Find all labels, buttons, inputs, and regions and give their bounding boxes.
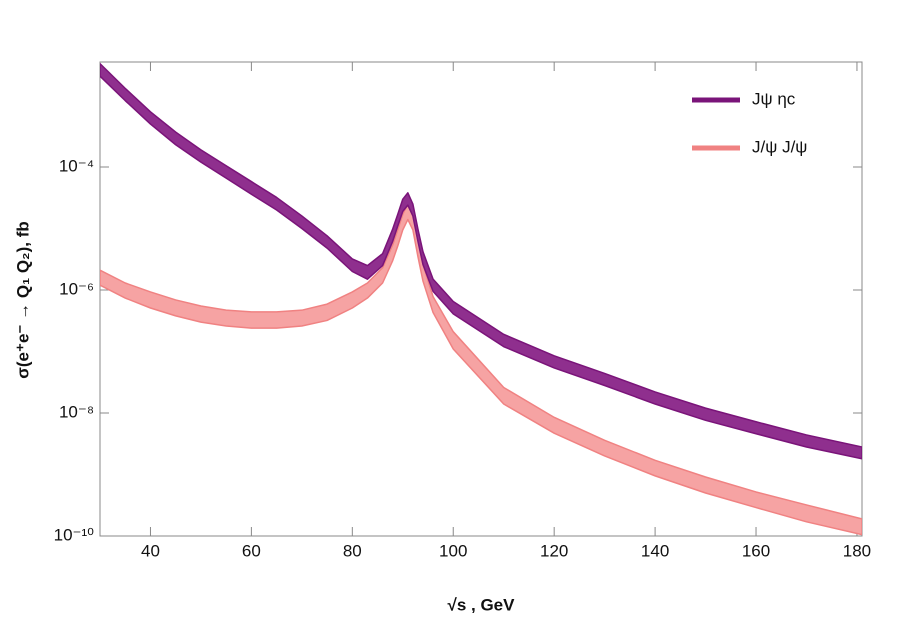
x-axis-title: √s , GeV bbox=[448, 595, 516, 614]
x-tick-label: 140 bbox=[641, 541, 669, 560]
y-axis-title: σ(e⁺e⁻ → Q₁ Q₂), fb bbox=[13, 221, 32, 379]
y-tick-label: 10⁻⁸ bbox=[59, 402, 94, 421]
x-tick-label: 160 bbox=[742, 541, 770, 560]
x-tick-label: 40 bbox=[141, 541, 160, 560]
x-tick-label: 120 bbox=[540, 541, 568, 560]
x-tick-label: 80 bbox=[343, 541, 362, 560]
band bbox=[100, 62, 862, 460]
y-tick-label: 10⁻⁶ bbox=[59, 279, 94, 298]
y-tick-label: 10⁻⁴ bbox=[59, 156, 94, 175]
x-tick-label: 100 bbox=[439, 541, 467, 560]
band bbox=[100, 203, 862, 536]
legend-label: J/ψ J/ψ bbox=[752, 137, 807, 156]
x-tick-label: 60 bbox=[242, 541, 261, 560]
x-tick-label: 180 bbox=[843, 541, 871, 560]
legend-label: Jψ ηc bbox=[752, 89, 796, 108]
plot-frame bbox=[99, 61, 863, 537]
y-tick-label: 10⁻¹⁰ bbox=[54, 525, 95, 544]
